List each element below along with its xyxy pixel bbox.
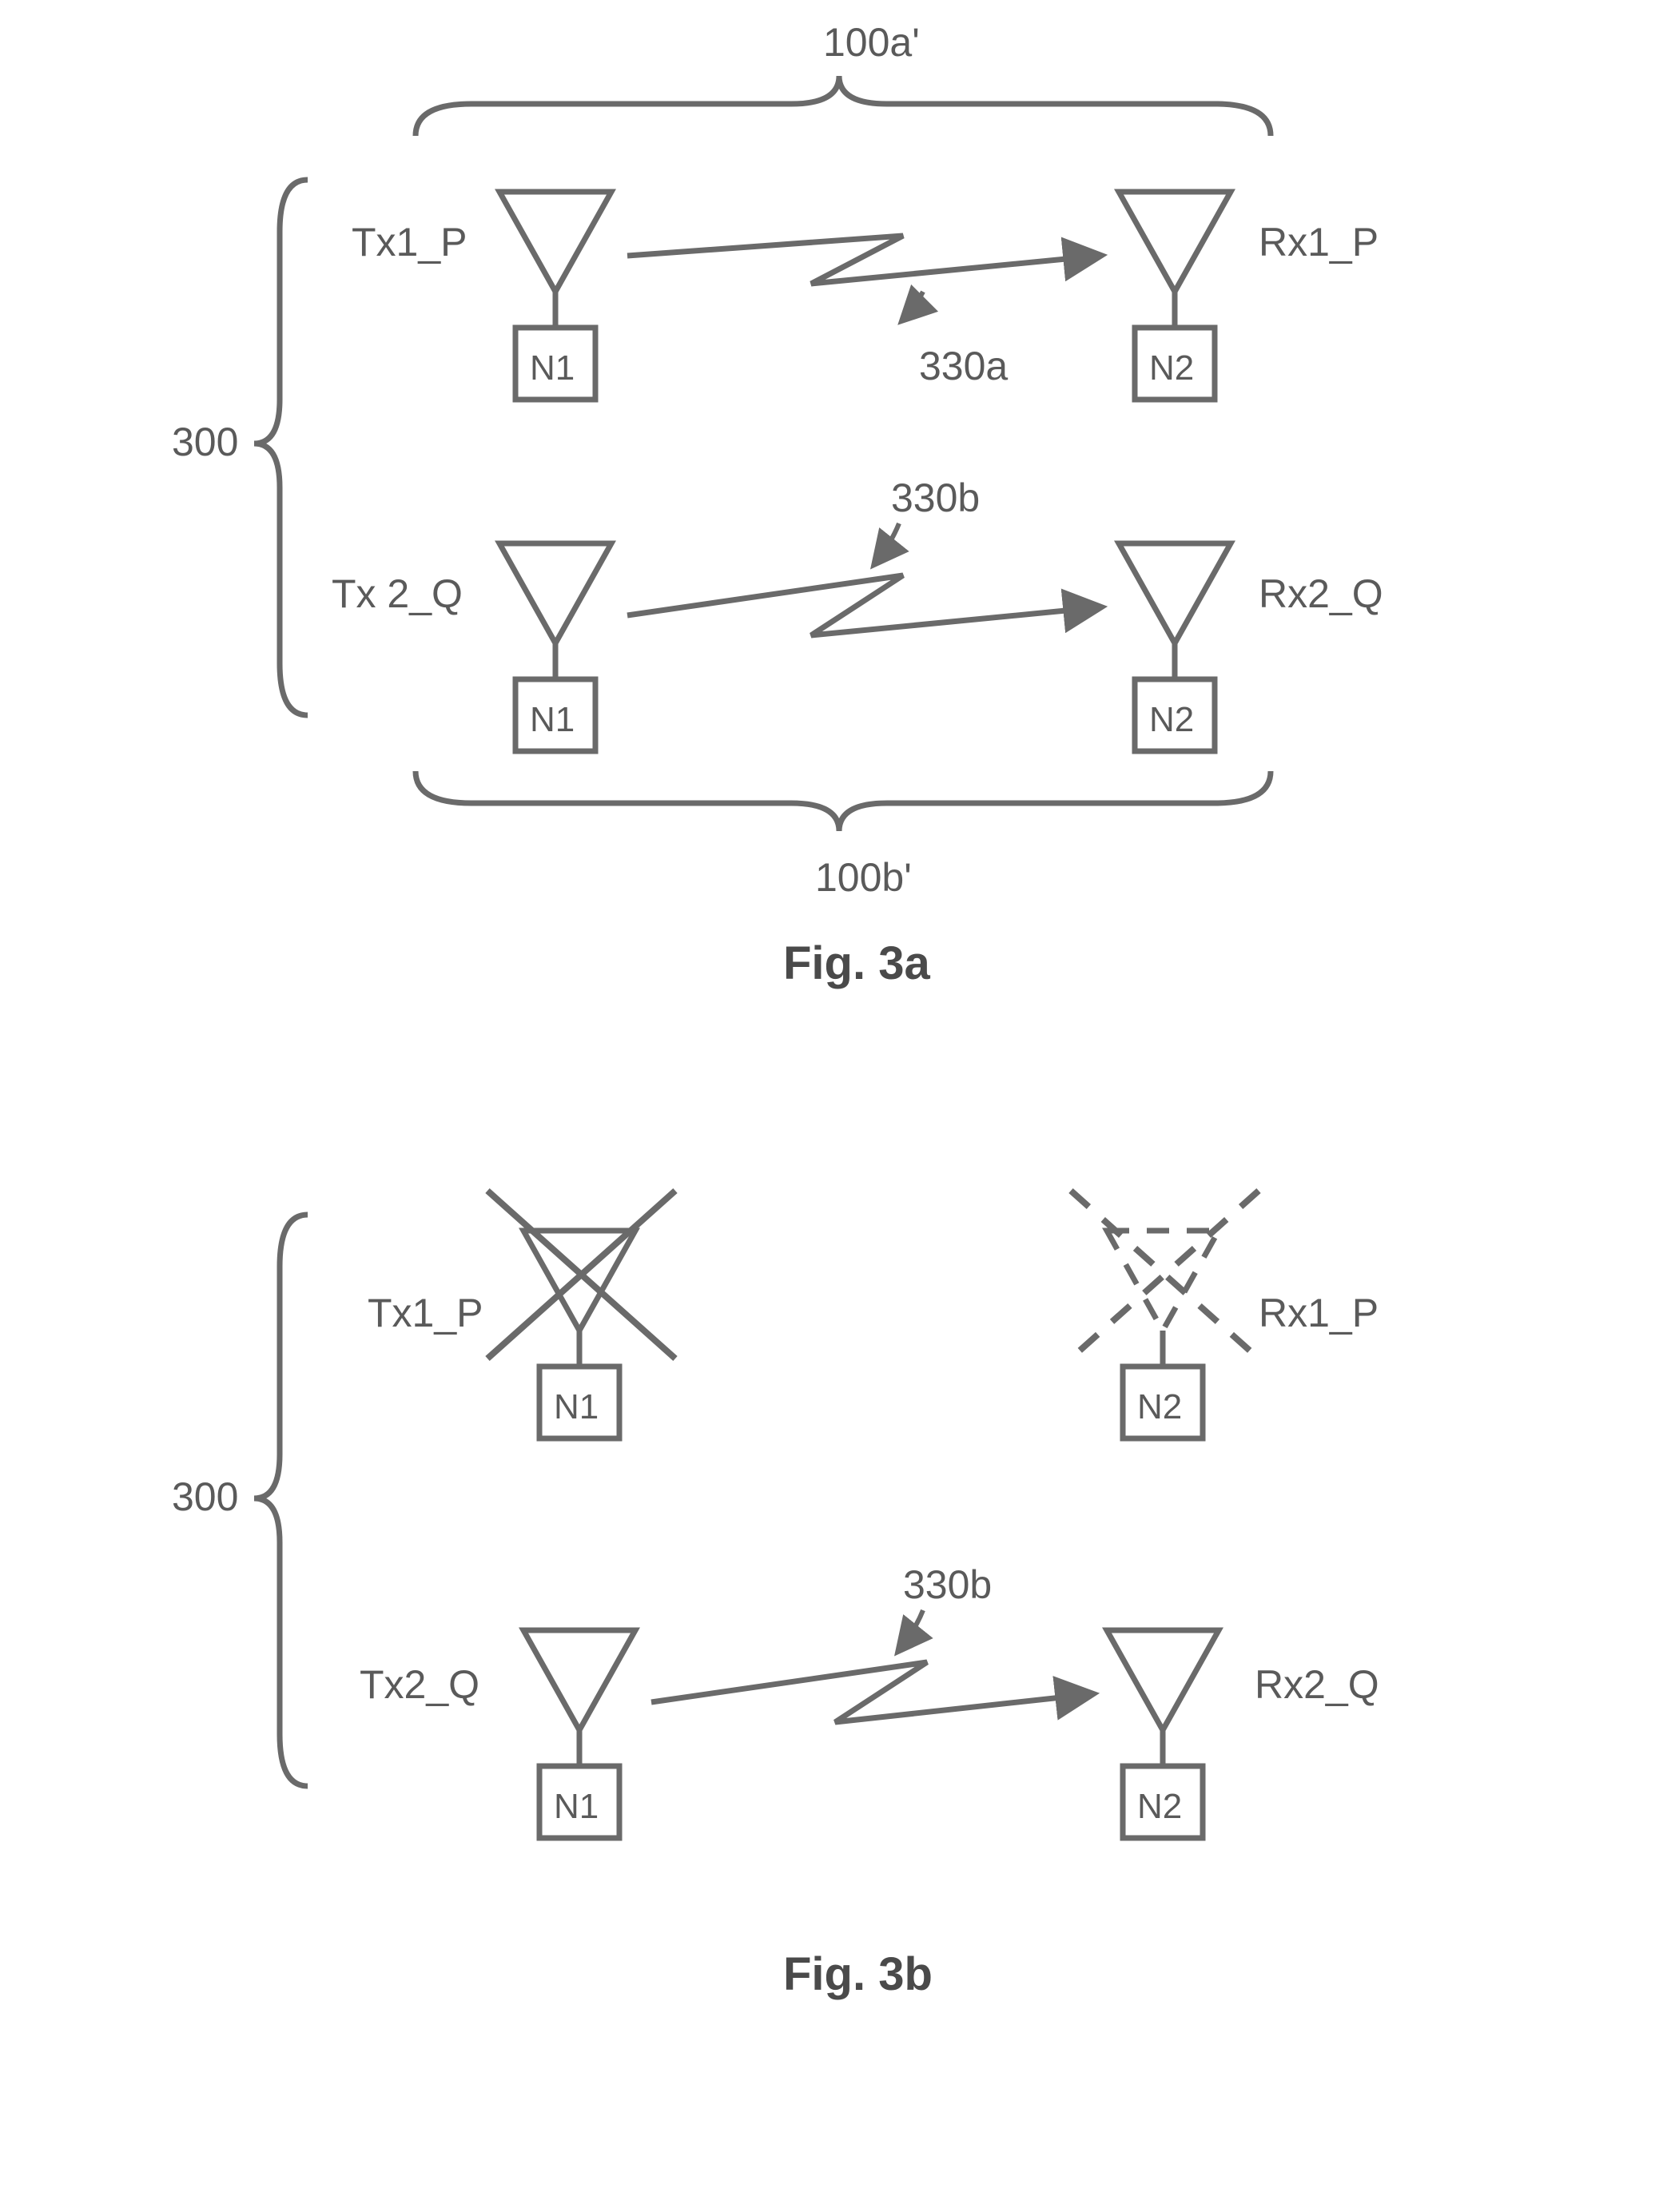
label-tx2q-a: Tx 2_Q xyxy=(332,571,463,616)
label-rx2q-a: Rx2_Q xyxy=(1259,571,1383,616)
label-tx1p-a: Tx1_P xyxy=(352,220,467,265)
antenna-rx2-b xyxy=(1107,1630,1219,1730)
node-tx2-a: Tx 2_Q N1 xyxy=(332,543,611,751)
box-text-tx2-b: N1 xyxy=(554,1787,599,1826)
antenna-tx2-b xyxy=(523,1630,635,1730)
label-330b-a: 330b xyxy=(891,475,980,520)
label-300-a: 300 xyxy=(172,420,238,464)
label-300-b: 300 xyxy=(172,1474,238,1519)
caption-fig3b: Fig. 3b xyxy=(783,1948,933,2000)
box-text-rx1-a: N2 xyxy=(1149,348,1194,388)
label-330a: 330a xyxy=(919,344,1008,388)
box-text-tx2-a: N1 xyxy=(530,700,575,739)
diagram-canvas: 100a' 300 Tx1_P N1 Rx1_P N2 330a Tx 2_Q xyxy=(0,0,1679,2212)
box-text-tx1-b: N1 xyxy=(554,1387,599,1426)
link-330a xyxy=(627,236,1099,284)
pointer-330a xyxy=(903,292,923,320)
brace-left-a xyxy=(254,180,308,715)
pointer-330b-b xyxy=(899,1610,923,1650)
box-text-rx2-b: N2 xyxy=(1137,1787,1182,1826)
figure-3a: 100a' 300 Tx1_P N1 Rx1_P N2 330a Tx 2_Q xyxy=(172,20,1383,989)
label-100a-prime: 100a' xyxy=(823,20,920,65)
brace-top xyxy=(416,76,1271,136)
link-330b-b xyxy=(651,1662,1091,1722)
caption-fig3a: Fig. 3a xyxy=(783,937,930,989)
node-tx1-a: Tx1_P N1 xyxy=(352,192,611,400)
antenna-tx2-a xyxy=(499,543,611,643)
brace-left-b xyxy=(254,1215,308,1786)
label-330b-b: 330b xyxy=(903,1562,992,1607)
label-rx1p-a: Rx1_P xyxy=(1259,220,1379,265)
node-rx2-b: Rx2_Q N2 xyxy=(1107,1630,1379,1838)
brace-bottom xyxy=(416,771,1271,831)
node-rx2-a: Rx2_Q N2 xyxy=(1119,543,1383,751)
label-rx2q-b: Rx2_Q xyxy=(1255,1662,1379,1707)
box-text-tx1-a: N1 xyxy=(530,348,575,388)
node-rx1-a: Rx1_P N2 xyxy=(1119,192,1379,400)
box-text-rx2-a: N2 xyxy=(1149,700,1194,739)
node-tx2-b: Tx2_Q N1 xyxy=(360,1630,635,1838)
antenna-tx1-a xyxy=(499,192,611,292)
figure-3b: 300 Tx1_P N1 Rx1_P N2 Tx2_Q xyxy=(172,1191,1379,2000)
label-rx1p-b: Rx1_P xyxy=(1259,1291,1379,1335)
link-330b-a xyxy=(627,575,1099,635)
node-tx1-b: Tx1_P N1 xyxy=(368,1191,675,1438)
label-tx1p-b: Tx1_P xyxy=(368,1291,483,1335)
antenna-rx1-a xyxy=(1119,192,1231,292)
antenna-rx2-a xyxy=(1119,543,1231,643)
label-100b-prime: 100b' xyxy=(815,855,912,900)
label-tx2q-b: Tx2_Q xyxy=(360,1662,479,1707)
box-text-rx1-b: N2 xyxy=(1137,1387,1182,1426)
pointer-330b-a xyxy=(875,523,899,563)
node-rx1-b: Rx1_P N2 xyxy=(1071,1191,1379,1438)
